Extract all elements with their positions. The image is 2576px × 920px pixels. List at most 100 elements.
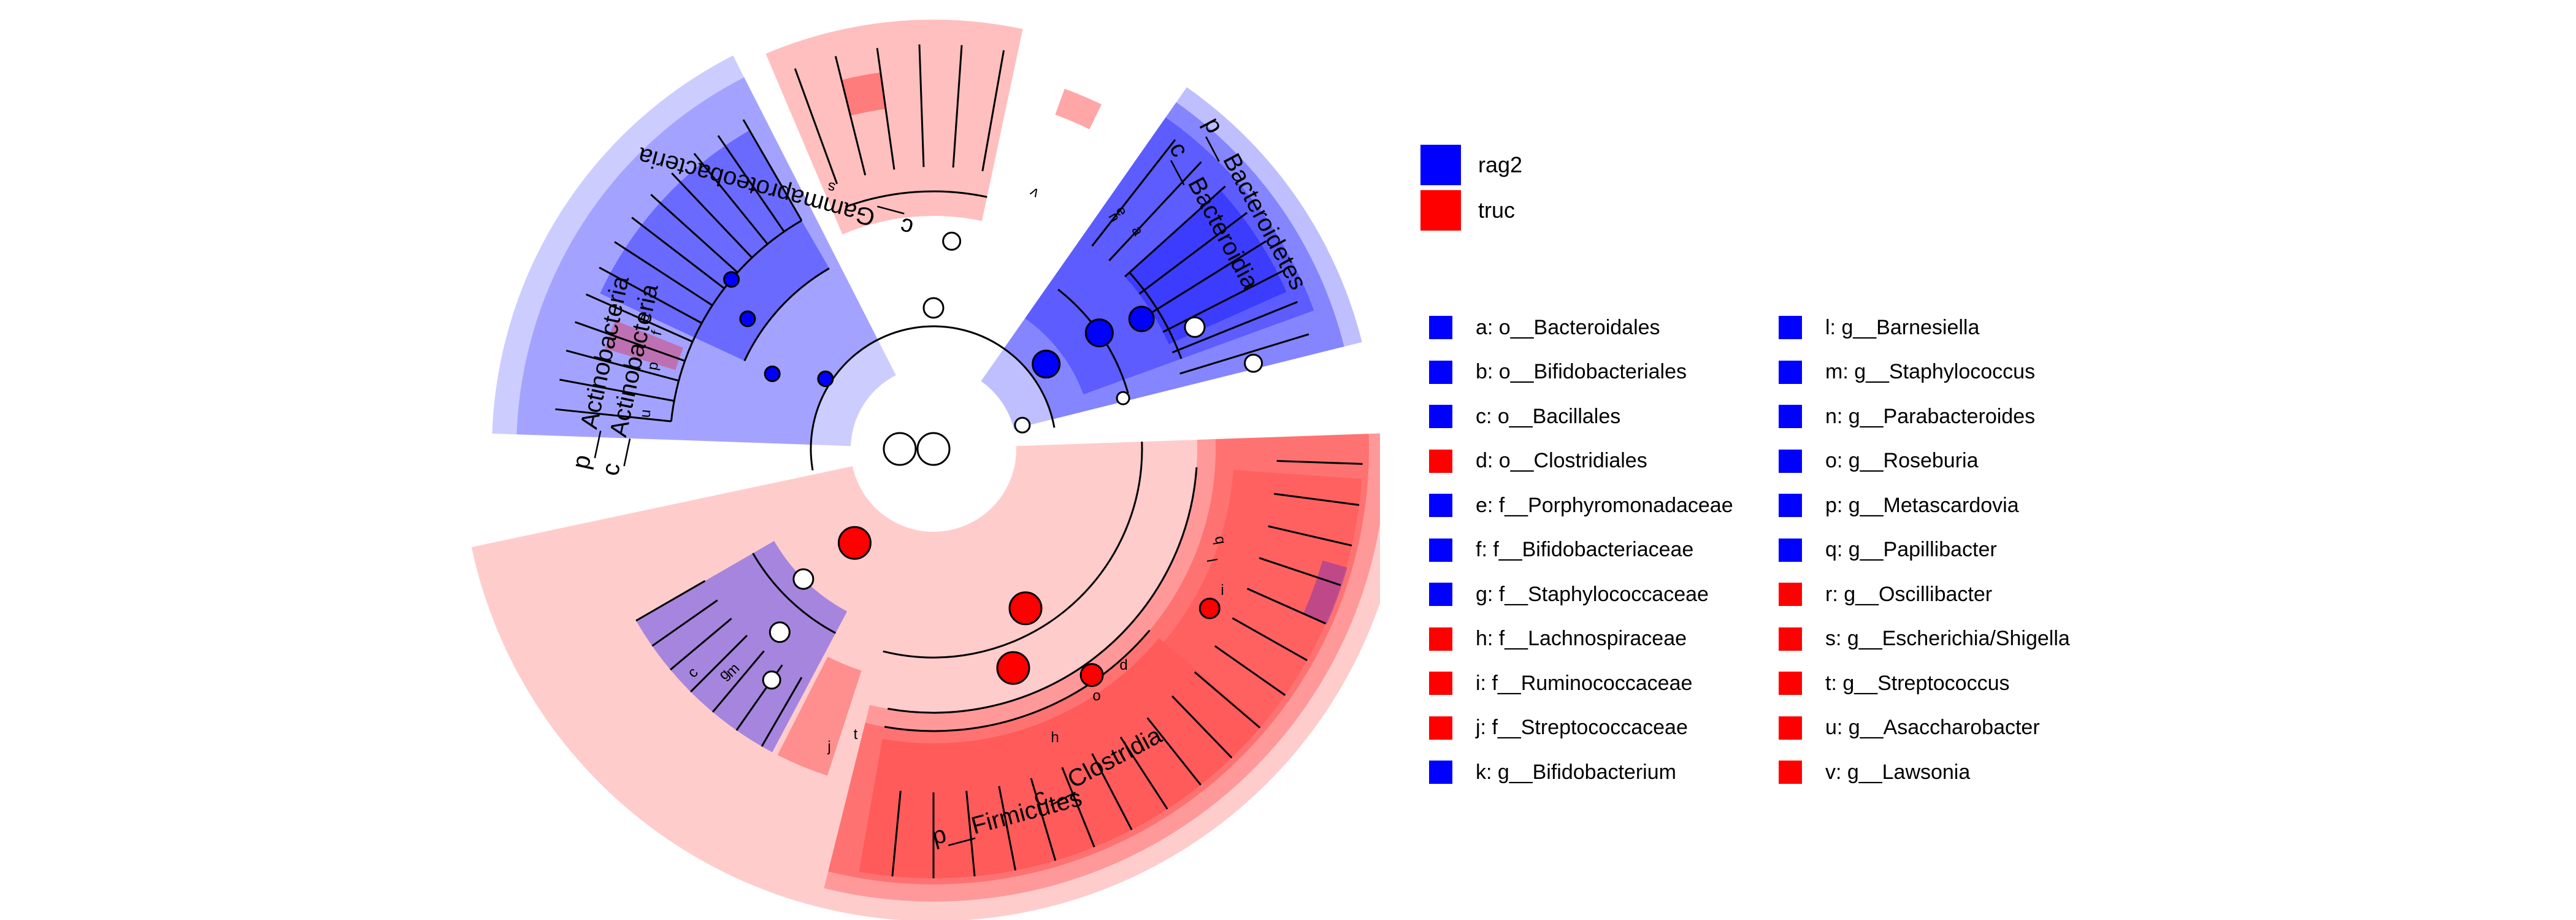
taxon-key-label: o: g__Roseburia — [1825, 449, 1979, 473]
node-clostridiales — [996, 651, 1030, 685]
node-bacteroidales — [1128, 305, 1155, 332]
taxon-key-label: k: g__Bifidobacterium — [1476, 760, 1676, 784]
node-letter-d: d — [1119, 657, 1127, 673]
leaf-branch — [1214, 645, 1286, 696]
leaf-branch — [1091, 753, 1133, 830]
group-legend-item: truc — [1420, 188, 1522, 233]
taxon-key-item: p: g__Metascardovia — [1779, 483, 2122, 528]
group-label-truc: truc — [1478, 197, 1516, 223]
sector-clostridia — [824, 433, 1380, 902]
leaf-branch — [981, 50, 1005, 172]
taxon-key-item: r: g__Oscillibacter — [1779, 572, 2122, 617]
taxon-key-label: b: o__Bifidobacteriales — [1476, 360, 1687, 384]
leaf-branch — [1091, 139, 1176, 247]
sector-escherichia — [841, 72, 886, 116]
leaf-branch — [717, 135, 785, 232]
leaf-branch — [1124, 185, 1226, 278]
cladogram: a e n b f p u s v c g m j t h o d i q l … — [471, 19, 1380, 920]
internal-branch — [670, 220, 802, 422]
taxon-key-label: r: g__Oscillibacter — [1825, 582, 1993, 606]
taxon-key-item: t: g__Streptococcus — [1779, 661, 2122, 706]
leaf-branch — [965, 791, 976, 876]
node-letter-q: q — [1211, 535, 1229, 546]
node-letter-u: u — [637, 409, 654, 419]
taxon-key-item: v: g__Lawsonia — [1779, 750, 2122, 795]
node-ruminococcaceae — [1198, 597, 1221, 619]
leaf-branch — [671, 172, 753, 259]
leaf-branch — [689, 634, 748, 693]
leaf-branch — [1171, 695, 1233, 759]
node-deferribacteres — [1014, 416, 1031, 434]
node-coriobacteriia — [764, 365, 781, 382]
leaf-branch — [1146, 717, 1202, 786]
taxon-key-item: d: o__Clostridiales — [1429, 439, 1779, 484]
taxon-key-label: j: f__Streptococcaceae — [1476, 716, 1688, 740]
leaf-branch — [635, 580, 706, 622]
leaf-branch — [1274, 493, 1360, 506]
taxon-key-item: q: g__Papillibacter — [1779, 528, 2122, 573]
taxon-key-swatch — [1779, 494, 1802, 518]
node-letter-i: i — [1221, 582, 1224, 599]
node-firmicutes — [837, 526, 872, 560]
leaf-branch — [952, 45, 963, 168]
sector-actinobacteria-c — [516, 77, 878, 445]
taxon-key-swatch — [1779, 716, 1802, 740]
taxon-key-item: o: g__Roseburia — [1779, 439, 2122, 484]
taxon-key-swatch — [1779, 316, 1802, 340]
internal-branch — [884, 629, 1151, 732]
leaf-branch — [998, 786, 1017, 871]
taxon-key-swatch — [1779, 449, 1802, 473]
sector-porphyromonadaceae — [1125, 190, 1287, 345]
internal-branch — [810, 326, 1056, 470]
leaf-branch — [1119, 736, 1168, 810]
sector-firmicutes — [471, 433, 1380, 920]
taxon-key-swatch — [1429, 405, 1452, 429]
taxon-key-item: c: o__Bacillales — [1429, 394, 1779, 439]
leaf-branch — [794, 68, 838, 185]
taxon-key-item: b: o__Bifidobacteriales — [1429, 350, 1779, 395]
leaf-branch — [575, 321, 686, 362]
leaf-branch — [555, 408, 672, 423]
leaf-branch — [1108, 161, 1202, 261]
taxon-key-swatch — [1429, 360, 1452, 384]
leaf-branch — [876, 48, 895, 170]
group-legend-item: rag2 — [1420, 142, 1522, 188]
internal-branch — [1129, 272, 1183, 359]
leaf-branch — [1030, 778, 1057, 861]
node-letter-o: o — [1092, 688, 1100, 704]
taxon-key-swatch — [1779, 405, 1802, 429]
sector-lawsonia — [1055, 88, 1102, 129]
leaf-branch — [565, 350, 680, 382]
leaf-branch — [1138, 212, 1248, 295]
leaf-branch — [1246, 588, 1327, 625]
leaf-branch — [585, 293, 693, 343]
node-bifidobacteriaceae — [723, 271, 740, 288]
root-node-2 — [883, 432, 917, 466]
internal-branch — [845, 190, 987, 208]
internal-branch — [883, 442, 1143, 659]
taxon-key-swatch — [1779, 360, 1802, 384]
taxon-key-legend: a: o__Bacteroidales l: g__Barnesiella b: o… — [1429, 305, 2122, 795]
node-lachnospiraceae — [1079, 663, 1104, 688]
taxon-key-item: m: g__Staphylococcus — [1779, 350, 2122, 395]
leaf-branch — [1268, 525, 1352, 546]
taxon-key-swatch — [1429, 316, 1452, 340]
taxon-key-item: e: f__Porphyromonadaceae — [1429, 483, 1779, 528]
leaf-branch — [834, 56, 867, 176]
sector-actinobacteria — [492, 55, 896, 447]
taxon-key-label: f: f__Bifidobacteriaceae — [1476, 538, 1694, 562]
taxon-key-label: e: f__Porphyromonadaceae — [1476, 493, 1733, 517]
leaf-branch — [651, 599, 718, 647]
taxon-key-label: g: f__Staphylococcaceae — [1476, 582, 1709, 606]
taxon-key-label: p: g__Metascardovia — [1825, 493, 2019, 517]
internal-branch — [743, 267, 830, 361]
node-desulfovibrio — [1116, 391, 1130, 405]
node-letter-j: j — [827, 738, 830, 755]
sector-lachnospiraceae — [859, 638, 1263, 878]
group-label-rag2: rag2 — [1478, 152, 1523, 177]
taxon-key-label: h: f__Lachnospiraceae — [1476, 627, 1687, 651]
taxon-key-swatch — [1779, 538, 1802, 562]
taxon-key-label: s: g__Escherichia/Shigella — [1825, 627, 2070, 651]
node-letter-t: t — [854, 726, 858, 743]
leaf-branch — [650, 194, 738, 274]
